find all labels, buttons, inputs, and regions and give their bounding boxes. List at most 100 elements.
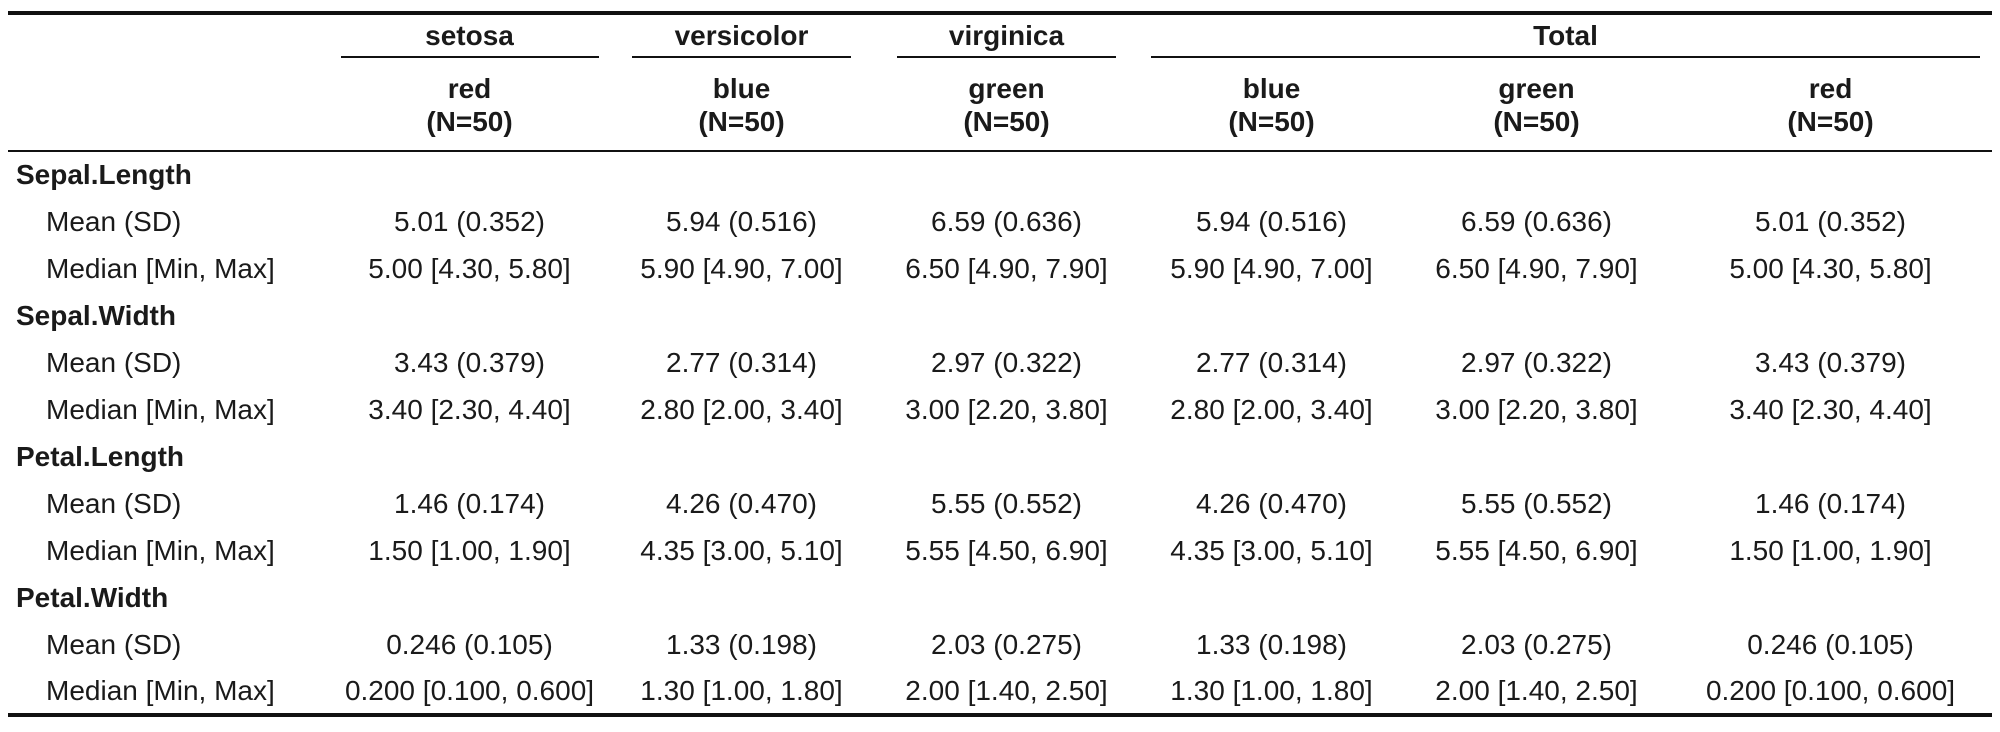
table-cell: 6.50 [4.90, 7.90] <box>874 245 1139 292</box>
group-header-versicolor: versicolor <box>609 13 874 60</box>
table-cell: 1.50 [1.00, 1.90] <box>330 527 609 574</box>
table-cell: 2.03 (0.275) <box>874 621 1139 668</box>
table-cell: 0.200 [0.100, 0.600] <box>1669 668 1992 715</box>
column-name: blue <box>1243 73 1301 104</box>
table-cell: 6.59 (0.636) <box>1404 198 1669 245</box>
group-header-setosa: setosa <box>330 13 609 60</box>
table-cell: 5.94 (0.516) <box>1139 198 1404 245</box>
mean-row: Mean (SD) 5.01 (0.352) 5.94 (0.516) 6.59… <box>8 198 1992 245</box>
mean-row: Mean (SD) 3.43 (0.379) 2.77 (0.314) 2.97… <box>8 339 1992 386</box>
table-cell: 5.94 (0.516) <box>609 198 874 245</box>
table-cell: 5.90 [4.90, 7.00] <box>609 245 874 292</box>
table-cell: 5.55 [4.50, 6.90] <box>1404 527 1669 574</box>
column-n: (N=50) <box>609 105 874 138</box>
stat-label: Mean (SD) <box>8 339 330 386</box>
stat-label: Median [Min, Max] <box>8 386 330 433</box>
median-row: Median [Min, Max] 1.50 [1.00, 1.90] 4.35… <box>8 527 1992 574</box>
column-header: red (N=50) <box>330 60 609 151</box>
table-cell: 2.77 (0.314) <box>609 339 874 386</box>
table-cell: 1.46 (0.174) <box>330 480 609 527</box>
group-header-total: Total <box>1139 13 1992 60</box>
table-cell: 3.43 (0.379) <box>1669 339 1992 386</box>
table-header: setosa versicolor virginica Total red (N=… <box>8 13 1992 151</box>
table-cell: 4.35 [3.00, 5.10] <box>609 527 874 574</box>
table-cell: 5.01 (0.352) <box>1669 198 1992 245</box>
table-cell: 0.246 (0.105) <box>330 621 609 668</box>
stat-label: Median [Min, Max] <box>8 668 330 715</box>
stat-label: Median [Min, Max] <box>8 245 330 292</box>
table-cell: 5.00 [4.30, 5.80] <box>1669 245 1992 292</box>
stat-label: Median [Min, Max] <box>8 527 330 574</box>
column-name: blue <box>713 73 771 104</box>
column-header: blue (N=50) <box>1139 60 1404 151</box>
variable-label: Petal.Length <box>8 433 1992 480</box>
variable-row: Petal.Width <box>8 574 1992 621</box>
table-cell: 2.97 (0.322) <box>1404 339 1669 386</box>
variable-label: Sepal.Length <box>8 151 1992 198</box>
table-cell: 3.40 [2.30, 4.40] <box>1669 386 1992 433</box>
column-n: (N=50) <box>1669 105 1992 138</box>
group-label-virginica: virginica <box>897 20 1116 58</box>
stat-label: Mean (SD) <box>8 621 330 668</box>
column-n: (N=50) <box>330 105 609 138</box>
column-header: blue (N=50) <box>609 60 874 151</box>
table-cell: 2.00 [1.40, 2.50] <box>1404 668 1669 715</box>
variable-label: Sepal.Width <box>8 292 1992 339</box>
variable-label: Petal.Width <box>8 574 1992 621</box>
group-header-virginica: virginica <box>874 13 1139 60</box>
table-cell: 0.246 (0.105) <box>1669 621 1992 668</box>
column-name: red <box>448 73 492 104</box>
table-cell: 5.55 (0.552) <box>1404 480 1669 527</box>
table-cell: 1.46 (0.174) <box>1669 480 1992 527</box>
group-label-versicolor: versicolor <box>632 20 851 58</box>
table-cell: 2.80 [2.00, 3.40] <box>609 386 874 433</box>
table-cell: 4.35 [3.00, 5.10] <box>1139 527 1404 574</box>
summary-table: setosa versicolor virginica Total red (N=… <box>8 11 1992 717</box>
column-header: green (N=50) <box>1404 60 1669 151</box>
variable-row: Sepal.Length <box>8 151 1992 198</box>
table-cell: 4.26 (0.470) <box>609 480 874 527</box>
stat-label: Mean (SD) <box>8 480 330 527</box>
table-cell: 2.00 [1.40, 2.50] <box>874 668 1139 715</box>
summary-table-container: setosa versicolor virginica Total red (N=… <box>8 11 1992 717</box>
table-cell: 1.30 [1.00, 1.80] <box>1139 668 1404 715</box>
median-row: Median [Min, Max] 5.00 [4.30, 5.80] 5.90… <box>8 245 1992 292</box>
column-name: green <box>1498 73 1574 104</box>
median-row: Median [Min, Max] 0.200 [0.100, 0.600] 1… <box>8 668 1992 715</box>
table-cell: 1.50 [1.00, 1.90] <box>1669 527 1992 574</box>
empty-header-cell <box>8 60 330 151</box>
variable-row: Petal.Length <box>8 433 1992 480</box>
stat-label: Mean (SD) <box>8 198 330 245</box>
table-cell: 0.200 [0.100, 0.600] <box>330 668 609 715</box>
table-cell: 1.33 (0.198) <box>609 621 874 668</box>
table-cell: 2.03 (0.275) <box>1404 621 1669 668</box>
table-cell: 6.59 (0.636) <box>874 198 1139 245</box>
table-cell: 5.55 (0.552) <box>874 480 1139 527</box>
mean-row: Mean (SD) 0.246 (0.105) 1.33 (0.198) 2.0… <box>8 621 1992 668</box>
table-body: Sepal.Length Mean (SD) 5.01 (0.352) 5.94… <box>8 151 1992 715</box>
table-cell: 2.80 [2.00, 3.40] <box>1139 386 1404 433</box>
group-label-setosa: setosa <box>341 20 599 58</box>
group-label-total: Total <box>1151 20 1980 58</box>
table-cell: 5.55 [4.50, 6.90] <box>874 527 1139 574</box>
variable-row: Sepal.Width <box>8 292 1992 339</box>
table-cell: 2.97 (0.322) <box>874 339 1139 386</box>
empty-corner-cell <box>8 13 330 60</box>
table-cell: 5.01 (0.352) <box>330 198 609 245</box>
column-header: red (N=50) <box>1669 60 1992 151</box>
median-row: Median [Min, Max] 3.40 [2.30, 4.40] 2.80… <box>8 386 1992 433</box>
column-header-row: red (N=50) blue (N=50) green (N=50) blue (N=… <box>8 60 1992 151</box>
column-name: red <box>1809 73 1853 104</box>
mean-row: Mean (SD) 1.46 (0.174) 4.26 (0.470) 5.55… <box>8 480 1992 527</box>
table-cell: 3.00 [2.20, 3.80] <box>1404 386 1669 433</box>
table-cell: 3.43 (0.379) <box>330 339 609 386</box>
table-cell: 5.00 [4.30, 5.80] <box>330 245 609 292</box>
table-cell: 1.30 [1.00, 1.80] <box>609 668 874 715</box>
table-cell: 3.40 [2.30, 4.40] <box>330 386 609 433</box>
table-cell: 6.50 [4.90, 7.90] <box>1404 245 1669 292</box>
table-cell: 1.33 (0.198) <box>1139 621 1404 668</box>
table-cell: 2.77 (0.314) <box>1139 339 1404 386</box>
table-cell: 5.90 [4.90, 7.00] <box>1139 245 1404 292</box>
group-header-row: setosa versicolor virginica Total <box>8 13 1992 60</box>
column-header: green (N=50) <box>874 60 1139 151</box>
